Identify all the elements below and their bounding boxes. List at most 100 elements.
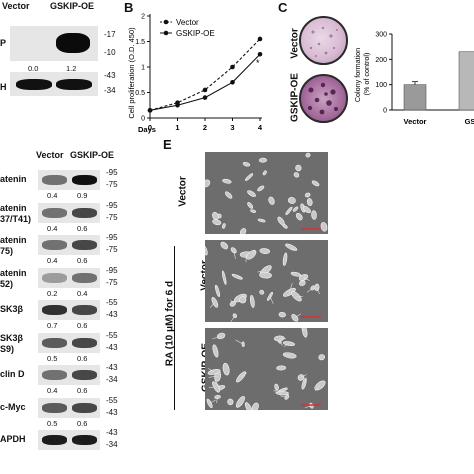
cell: [245, 173, 254, 181]
cell: [224, 191, 233, 199]
y-tick-label: 1.5: [135, 39, 145, 46]
blot-strip: [38, 300, 100, 320]
cell: [242, 161, 251, 167]
data-point: [175, 102, 180, 108]
kda-marker: -75: [106, 212, 118, 222]
ratio-value: 0.4: [77, 288, 88, 298]
kda-marker: -43: [106, 428, 118, 437]
cell: [257, 218, 266, 223]
ratio-value: 0.6: [77, 256, 88, 265]
cell: [320, 222, 328, 232]
protein-band: [42, 305, 67, 315]
chart-axes: 0 0.5 1 1.5 2 0 1 2 3 4: [135, 14, 263, 133]
data-point: [257, 36, 263, 42]
neurite: [302, 275, 307, 284]
protein-band: [42, 435, 67, 445]
micrograph-label-vector: Vector: [177, 176, 189, 207]
cell-pattern: [205, 241, 321, 322]
blot-strip: [38, 365, 100, 385]
y-tick-label: 100: [375, 82, 387, 89]
kda-marker: -55: [106, 298, 118, 307]
panel-letter-c: C: [278, 0, 288, 15]
cell: [292, 206, 299, 212]
blot-row-label: SK3β: [0, 332, 24, 343]
ratio-value: 0.7: [47, 321, 58, 330]
cell: [259, 271, 272, 279]
blot-strip: [38, 267, 100, 288]
data-point: [230, 80, 235, 85]
kda-marker: -95: [106, 265, 118, 275]
neurite: [233, 250, 236, 259]
kda-marker: -55: [106, 330, 118, 340]
chart-legend: Vector GSKIP-OE: [160, 18, 215, 38]
ratio-value: 1.2: [66, 64, 77, 73]
neurite: [280, 395, 287, 398]
protein-band: [42, 337, 67, 348]
cell: [282, 341, 296, 346]
cell: [305, 152, 311, 158]
legend-gskip: GSKIP-OE: [176, 29, 215, 38]
data-point: [147, 108, 153, 113]
cell: [239, 228, 247, 234]
cell: [211, 297, 219, 308]
micrograph-vector: [205, 152, 328, 234]
neurite: [284, 354, 290, 356]
neurite: [257, 270, 266, 273]
cell: [247, 190, 256, 197]
x-tick-label: 2: [203, 123, 207, 132]
protein-band: [72, 240, 97, 250]
data-point: [257, 51, 263, 57]
neurite: [305, 405, 312, 409]
x-tick-label: 3: [230, 123, 234, 132]
cell: [306, 198, 313, 207]
ratio-value: 0.4: [47, 191, 58, 200]
panel-letter-b: B: [124, 0, 134, 15]
cell: [258, 157, 268, 163]
blot-row-label-line-2: 75): [0, 246, 14, 256]
cell: [212, 344, 219, 358]
ratio-value: 0.6: [77, 386, 88, 395]
y-axis-label: Cell proliferation (O.D. 450): [127, 27, 136, 119]
neurite: [291, 246, 296, 251]
y-tick-label: 0: [383, 108, 387, 115]
cell: [212, 381, 220, 393]
kda-marker: -75: [106, 245, 118, 254]
ratio-value: 0.2: [47, 288, 58, 298]
kda-marker: -34: [106, 440, 118, 449]
cell: [251, 402, 259, 410]
kda-marker: -75: [106, 180, 118, 189]
cell: [241, 341, 245, 347]
panel-d-col-gskip: GSKIP-OE: [70, 150, 115, 160]
y-tick-label: 0: [141, 116, 145, 123]
cell: [262, 170, 267, 176]
neurite: [284, 343, 290, 347]
cell: [278, 311, 286, 318]
neurite: [209, 302, 216, 308]
y-axis-label: Colony formation (% of control): [353, 46, 371, 102]
y-axis-label-line-1: Colony formation: [353, 48, 362, 102]
blot-row-label-line-2: S9): [0, 343, 15, 354]
x-tick-label: 0: [148, 123, 152, 132]
legend-vector: Vector: [176, 18, 199, 27]
series-line-vector: [149, 38, 261, 111]
cell: [257, 185, 265, 192]
kda-marker: -43: [106, 342, 118, 352]
blot-row-label: atenin: [0, 202, 27, 213]
kda-marker: -34: [104, 86, 116, 95]
micrograph-gskip-ra: [205, 328, 328, 410]
cell: [297, 374, 305, 381]
neurite: [230, 299, 234, 304]
cell: [212, 219, 222, 226]
cell: [244, 402, 253, 410]
neurite: [274, 391, 283, 394]
significance-star: *: [231, 79, 235, 89]
ratio-value: 0.9: [77, 191, 88, 200]
cell: [205, 179, 211, 188]
ratio-value: 0.5: [47, 418, 58, 428]
ratio-value: 0.6: [77, 353, 88, 363]
cell: [293, 172, 300, 178]
kda-marker: -10: [104, 48, 116, 57]
y-tick-label: 300: [375, 32, 387, 39]
cell: [311, 210, 317, 220]
protein-band: [42, 370, 67, 380]
